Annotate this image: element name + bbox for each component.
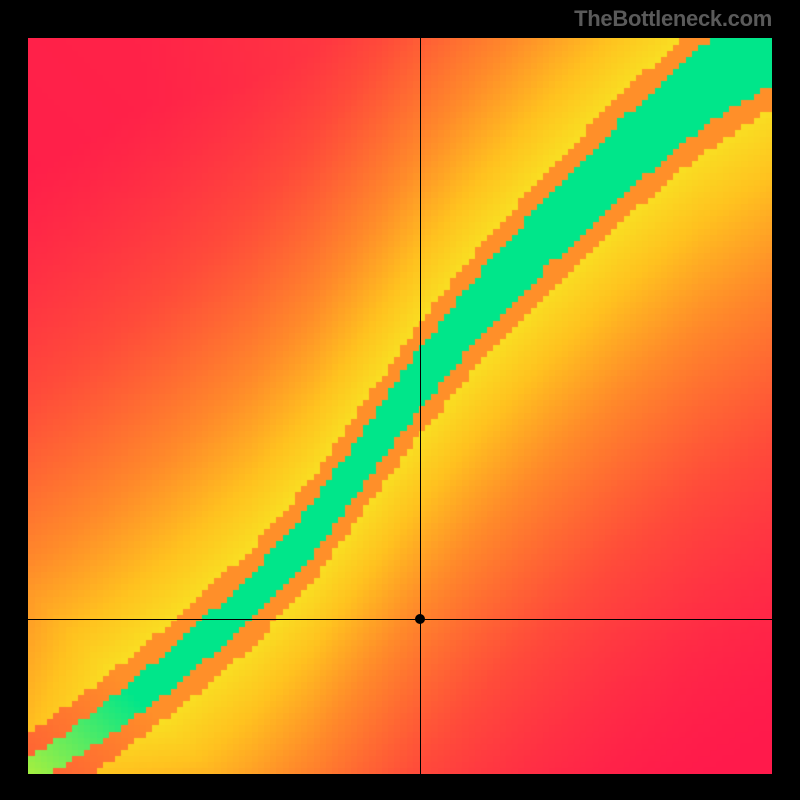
crosshair-marker xyxy=(415,614,425,624)
attribution-text: TheBottleneck.com xyxy=(574,6,772,32)
heatmap-canvas xyxy=(28,38,772,774)
plot-area xyxy=(28,38,772,774)
figure-root: TheBottleneck.com xyxy=(0,0,800,800)
crosshair-vertical xyxy=(420,38,421,774)
crosshair-horizontal xyxy=(28,619,772,620)
